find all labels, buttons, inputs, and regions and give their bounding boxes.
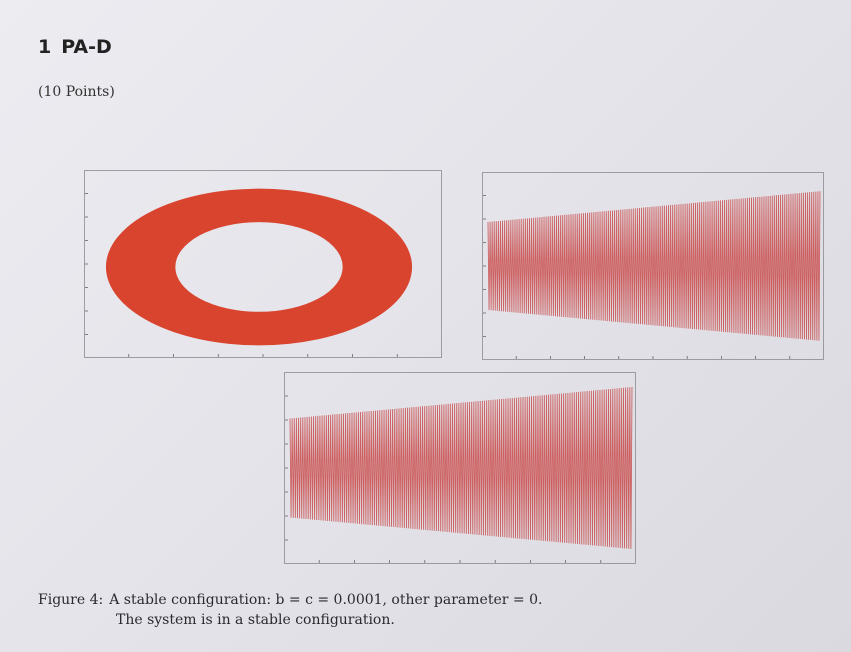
phase-ring [105, 188, 413, 346]
plot-time-series-1 [482, 172, 824, 360]
figure-caption: Figure 4: A stable configuration: b = c =… [38, 590, 798, 630]
plot-phase-ring [84, 170, 442, 358]
points-label: (10 Points) [38, 84, 115, 100]
time-series-chart-2 [284, 372, 636, 564]
plot-time-series-2 [284, 372, 636, 564]
plot-frame [84, 170, 442, 358]
caption-line-2: The system is in a stable configuration. [116, 612, 395, 628]
oscillation-series [289, 386, 633, 549]
section-title: PA-D [61, 36, 112, 58]
section-heading: 1 PA-D [38, 36, 112, 58]
plot-frame [482, 172, 824, 360]
section-number: 1 [38, 36, 52, 58]
caption-text: A stable configuration: b = c = 0.0001, … [109, 592, 543, 608]
time-series-chart-1 [482, 172, 824, 360]
oscillation-series [487, 191, 821, 341]
phase-ring-chart [84, 170, 442, 358]
figure-label: Figure 4: [38, 592, 104, 608]
plot-frame [284, 372, 636, 564]
